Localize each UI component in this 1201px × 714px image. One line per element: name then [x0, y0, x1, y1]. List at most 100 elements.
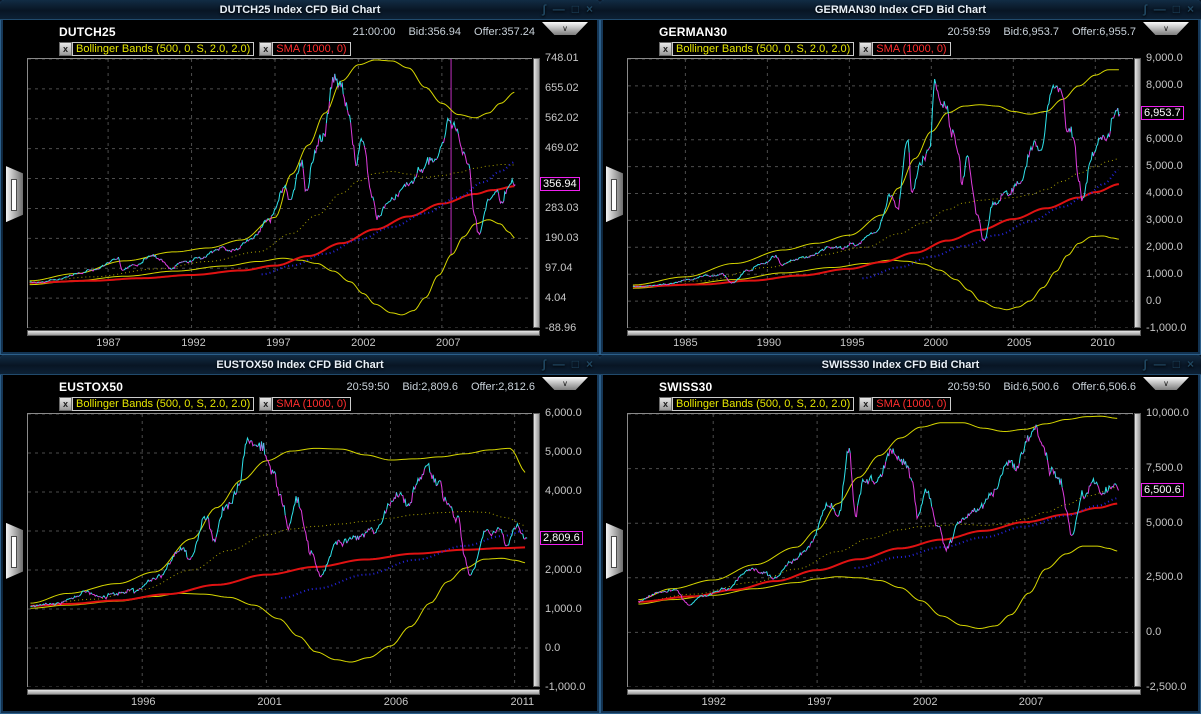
- y-axis-label: 655.02: [545, 81, 579, 94]
- x-axis-label: 1990: [756, 337, 782, 349]
- indicator-remove-icon[interactable]: x: [659, 42, 672, 56]
- indicator-row: x Bollinger Bands (500, 0, S, 2.0, 2.0) …: [659, 395, 1198, 413]
- indicator-label-bollinger[interactable]: Bollinger Bands (500, 0, S, 2.0, 2.0): [72, 42, 255, 56]
- x-axis-label: 2001: [257, 696, 282, 708]
- current-price-marker: 6,953.7: [1141, 106, 1184, 121]
- window-title: DUTCH25 Index CFD Bid Chart: [219, 3, 381, 16]
- shade-button[interactable]: ∫: [542, 357, 546, 371]
- maximize-button[interactable]: □: [1172, 2, 1180, 16]
- shade-button[interactable]: ∫: [1143, 357, 1147, 371]
- chart-header: DUTCH25 21:00:00 Bid:356.94 Offer:357.24: [27, 20, 597, 40]
- minimize-button[interactable]: —: [552, 357, 565, 371]
- symbol-label: EUSTOX50: [59, 379, 124, 394]
- x-axis: 1987 1992 1997 2002 2007: [27, 337, 540, 352]
- hscroll-row: [27, 328, 597, 337]
- vertical-scrollbar[interactable]: [1134, 58, 1141, 328]
- left-gutter: [603, 375, 627, 711]
- minimize-button[interactable]: —: [552, 2, 565, 16]
- price-chart[interactable]: [627, 413, 1133, 687]
- indicator-remove-icon[interactable]: x: [259, 42, 273, 56]
- indicator-label-sma[interactable]: SMA (1000, 0): [872, 42, 951, 56]
- y-axis-label: -1,000.0: [1146, 322, 1187, 334]
- hscroll-row: [627, 328, 1198, 337]
- horizontal-scrollbar[interactable]: [27, 329, 540, 336]
- close-button[interactable]: ×: [585, 357, 593, 371]
- plot-row: 9,000.0 8,000.0 6,000.0 5,000.0 4,000.0 3,000…: [627, 52, 1198, 334]
- y-axis-label: 9,000.0: [1146, 52, 1183, 64]
- panel-handle[interactable]: [6, 166, 23, 223]
- panel-handle[interactable]: [606, 522, 623, 579]
- chart-body: ∨ GERMAN30 20:59:59 Bid:6,953.7 Offer:6,…: [603, 20, 1198, 352]
- y-axis-label: 8,000.0: [1146, 79, 1183, 91]
- x-axis-label: 1997: [807, 696, 832, 708]
- minimize-button[interactable]: —: [1153, 357, 1166, 371]
- x-axis-label: 2002: [351, 337, 376, 349]
- indicator-label-sma[interactable]: SMA (1000, 0): [872, 397, 951, 411]
- y-axis-label: 2,000.0: [545, 563, 582, 576]
- price-chart[interactable]: [27, 413, 532, 687]
- window-buttons: ∫ — □ ×: [1143, 1, 1194, 17]
- current-price-marker: 2,809.6: [540, 530, 583, 545]
- window-titlebar[interactable]: GERMAN30 Index CFD Bid Chart ∫ — □ ×: [600, 0, 1201, 20]
- y-axis-label: -2,500.0: [1146, 681, 1187, 693]
- y-axis-label: 4,000.0: [545, 485, 582, 498]
- horizontal-scrollbar[interactable]: [627, 688, 1141, 695]
- close-button[interactable]: ×: [1186, 357, 1194, 371]
- indicator-label-sma[interactable]: SMA (1000, 0): [272, 42, 351, 56]
- maximize-button[interactable]: □: [571, 357, 579, 371]
- chart-dropdown-button[interactable]: ∨: [542, 377, 588, 390]
- panel-handle[interactable]: [606, 166, 623, 223]
- vertical-scrollbar[interactable]: [533, 413, 540, 687]
- window-titlebar[interactable]: DUTCH25 Index CFD Bid Chart ∫ — □ ×: [0, 0, 600, 20]
- maximize-button[interactable]: □: [571, 2, 579, 16]
- chart-dropdown-button[interactable]: ∨: [1143, 22, 1189, 35]
- horizontal-scrollbar[interactable]: [27, 688, 540, 695]
- window-titlebar[interactable]: EUSTOX50 Index CFD Bid Chart ∫ — □ ×: [0, 355, 600, 375]
- indicator-remove-icon[interactable]: x: [859, 42, 873, 56]
- indicator-chip-sma: x SMA (1000, 0): [259, 397, 351, 411]
- y-axis-label: 0.0: [1146, 295, 1162, 307]
- window-titlebar[interactable]: SWISS30 Index CFD Bid Chart ∫ — □ ×: [600, 355, 1201, 375]
- indicator-remove-icon[interactable]: x: [859, 397, 873, 411]
- indicator-label-sma[interactable]: SMA (1000, 0): [272, 397, 351, 411]
- indicator-label-bollinger[interactable]: Bollinger Bands (500, 0, S, 2.0, 2.0): [672, 397, 855, 411]
- panel-handle-grip-icon: [611, 535, 617, 568]
- indicator-chip-bollinger: x Bollinger Bands (500, 0, S, 2.0, 2.0): [59, 397, 255, 411]
- plot-row: 6,000.0 5,000.0 4,000.0 2,000.0 1,000.0 0.0 -1…: [27, 407, 597, 693]
- shade-button[interactable]: ∫: [1143, 2, 1147, 16]
- chart-window: SWISS30 Index CFD Bid Chart ∫ — □ × ∨ SW…: [600, 355, 1201, 714]
- indicator-remove-icon[interactable]: x: [259, 397, 273, 411]
- x-axis-label: 2007: [436, 337, 461, 349]
- window-title: GERMAN30 Index CFD Bid Chart: [814, 3, 987, 16]
- x-axis: 1996 2001 2006 2011: [27, 696, 540, 711]
- chevron-down-icon: ∨: [1163, 23, 1169, 33]
- indicator-chip-bollinger: x Bollinger Bands (500, 0, S, 2.0, 2.0): [659, 42, 855, 56]
- indicator-label-bollinger[interactable]: Bollinger Bands (500, 0, S, 2.0, 2.0): [672, 42, 855, 56]
- x-axis: 1992 1997 2002 2007: [627, 696, 1141, 711]
- indicator-remove-icon[interactable]: x: [59, 397, 72, 411]
- chart-dropdown-button[interactable]: ∨: [542, 22, 588, 35]
- y-axis-label: 0.0: [1146, 626, 1162, 639]
- indicator-label-bollinger[interactable]: Bollinger Bands (500, 0, S, 2.0, 2.0): [72, 397, 255, 411]
- indicator-row: x Bollinger Bands (500, 0, S, 2.0, 2.0) …: [59, 40, 597, 58]
- price-chart[interactable]: [627, 58, 1133, 328]
- y-axis-label: 0.0: [545, 641, 561, 654]
- horizontal-scrollbar[interactable]: [627, 329, 1141, 336]
- indicator-chip-sma: x SMA (1000, 0): [859, 42, 951, 56]
- indicator-remove-icon[interactable]: x: [59, 42, 72, 56]
- vertical-scrollbar[interactable]: [1134, 413, 1141, 687]
- vertical-scrollbar[interactable]: [533, 58, 540, 328]
- symbol-label: GERMAN30: [659, 24, 728, 39]
- price-chart[interactable]: [27, 58, 532, 328]
- panel-handle[interactable]: [6, 522, 23, 579]
- x-axis-label: 1987: [96, 337, 121, 349]
- close-button[interactable]: ×: [1186, 2, 1194, 16]
- indicator-remove-icon[interactable]: x: [659, 397, 672, 411]
- close-button[interactable]: ×: [585, 2, 593, 16]
- shade-button[interactable]: ∫: [542, 2, 546, 16]
- x-axis-label: 2011: [510, 696, 535, 708]
- chart-dropdown-button[interactable]: ∨: [1143, 377, 1189, 390]
- maximize-button[interactable]: □: [1172, 357, 1180, 371]
- minimize-button[interactable]: —: [1153, 2, 1166, 16]
- left-gutter: [3, 20, 27, 352]
